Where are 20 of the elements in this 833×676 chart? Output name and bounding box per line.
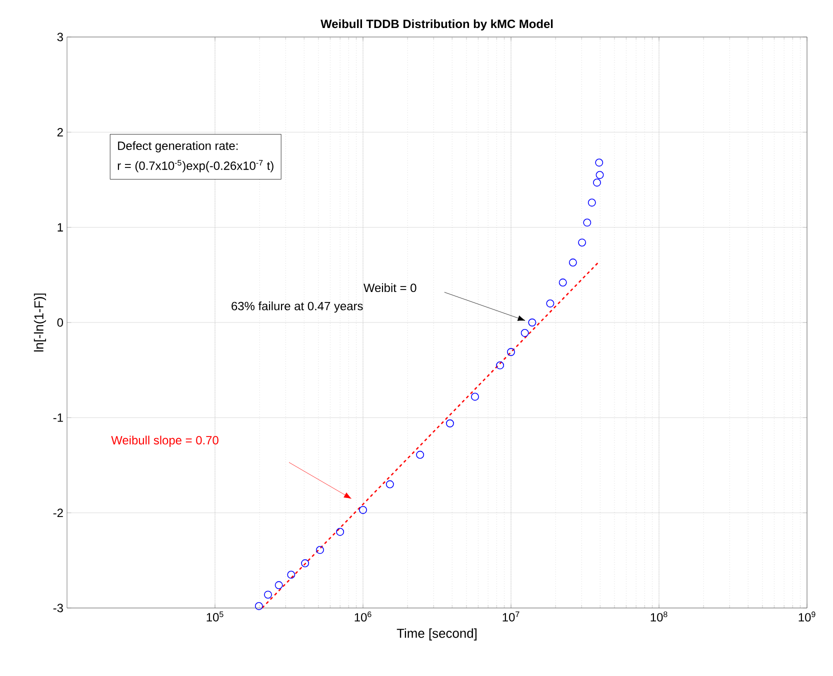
y-tick-label: 2	[57, 128, 63, 136]
y-tick-label: -2	[53, 508, 63, 518]
y-tick-label: 3	[57, 32, 63, 42]
y-tick-label: -3	[53, 604, 63, 612]
annotation: 63% failure at 0.47 years	[232, 302, 363, 313]
x-axis-title: Time [second]	[396, 628, 476, 640]
annotation: Defect generation rate:	[118, 141, 238, 152]
x-tick-label: 10$^{7}$	[502, 612, 520, 622]
x-tick-label: 10$^{5}$	[206, 612, 224, 622]
x-tick-label: 10$^{8}$	[650, 612, 668, 622]
annotation: Weibull slope = 0.70	[111, 436, 218, 447]
y-tick-label: 1	[58, 223, 63, 232]
chart-title: Weibull TDDB Distribution by kMC Model	[320, 19, 553, 30]
annotation: Weibit = 0	[364, 283, 416, 292]
x-tick-label: 10$^{9}$	[798, 612, 816, 622]
y-tick-label: -1	[53, 414, 63, 422]
x-tick-label: 10$^{6}$	[354, 612, 372, 622]
annotation: r = (0.7x10$^{-5}$)exp(-0.26x10$^{-7}$ t)	[118, 160, 274, 172]
y-axis-title: ln[-ln(1-F)]	[34, 294, 46, 352]
y-tick-label: 0	[57, 318, 64, 327]
